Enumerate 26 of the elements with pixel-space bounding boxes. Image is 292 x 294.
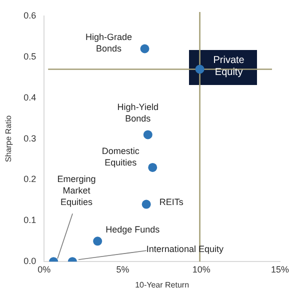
annotation: Private Equity: [213, 54, 245, 78]
point: [142, 200, 151, 209]
y-tick-label: 0.0: [24, 256, 36, 266]
y-tick-label: 0.2: [24, 174, 36, 184]
annotation: Domestic Equities: [102, 146, 140, 168]
point: [93, 236, 102, 246]
annotation: REITs: [159, 196, 184, 207]
annotation: High-Grade Bonds: [85, 32, 132, 54]
y-tick-label: 0.6: [24, 10, 36, 20]
annotation: High-Yield Bonds: [117, 102, 158, 124]
point: [143, 130, 152, 140]
point: [148, 162, 158, 172]
x-tick-label: 10%: [192, 264, 210, 274]
y-tick-label: 0.1: [24, 215, 36, 226]
point: [195, 64, 204, 74]
x-tick-label: 0%: [38, 264, 51, 274]
point: [140, 44, 150, 54]
annotation: Hedge Funds: [106, 224, 160, 235]
annotation: Emerging Market Equities: [57, 174, 96, 208]
y-tick-label: 0.5: [24, 51, 36, 62]
y-tick-label: 0.4: [24, 92, 36, 102]
y-axis-title: Sharpe Ratio: [4, 114, 14, 162]
x-tick-label: 5%: [116, 264, 130, 274]
x-tick-label: 15%: [270, 264, 289, 274]
x-axis-title: 10-Year Return: [135, 280, 190, 290]
y-tick-label: 0.3: [24, 133, 36, 144]
